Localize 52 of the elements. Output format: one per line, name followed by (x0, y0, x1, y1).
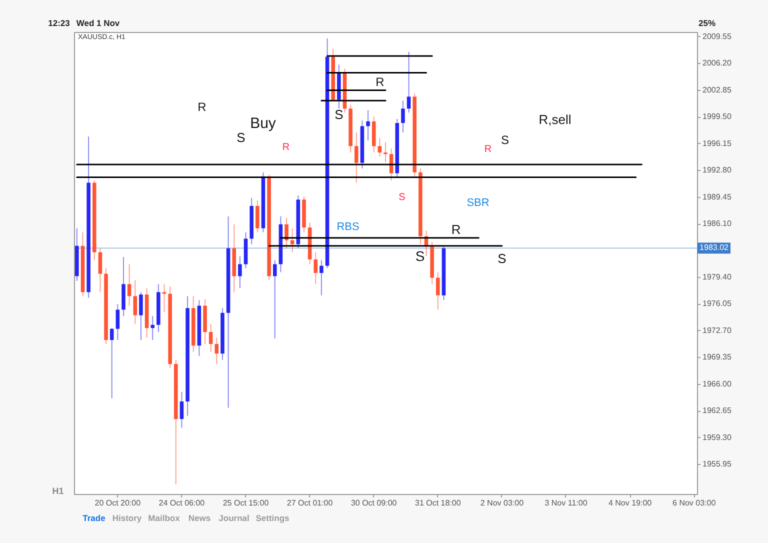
y-tick-label: 1999.50 (702, 112, 732, 122)
text: History (112, 513, 142, 523)
y-tick-label: 1959.30 (702, 432, 732, 442)
text: 12:23 (48, 18, 70, 28)
ref-line-label: 1983.02 (700, 243, 730, 252)
annotation: Buy (250, 115, 276, 132)
x-tick-label: 30 Oct 09:00 (350, 498, 398, 508)
y-tick-label: 1962.65 (702, 406, 732, 416)
x-tick-label: 6 Nov 03:00 (672, 498, 716, 508)
y-tick-label: 1986.10 (702, 219, 732, 228)
text: 25% (698, 18, 716, 28)
y-tick-label: 1992.80 (702, 166, 732, 175)
annotation: R,sell (538, 112, 572, 127)
y-tick-label: 2002.85 (702, 85, 732, 94)
y-tick-label: 1966.00 (702, 379, 732, 388)
y-tick-label: 1955.95 (702, 460, 732, 469)
y-tick-label: 1996.15 (702, 138, 732, 148)
annotation: S (498, 251, 507, 266)
text: H1 (52, 486, 64, 496)
annotation: SBR (466, 197, 490, 209)
x-tick-label: 20 Oct 20:00 (94, 498, 142, 508)
x-tick-label: 27 Oct 01:00 (286, 498, 334, 508)
y-tick-label: 1989.45 (702, 192, 732, 202)
annotation: R (376, 75, 385, 89)
annotation: S (500, 133, 510, 147)
text: Mailbox (148, 513, 180, 523)
x-tick-label: 3 Nov 11:00 (544, 498, 588, 508)
y-tick-label: 1976.05 (702, 299, 732, 308)
x-tick-label: 4 Nov 19:00 (608, 498, 652, 508)
text: News (188, 513, 211, 523)
y-tick-label: 1972.70 (702, 326, 732, 335)
y-tick-label: 2009.55 (702, 32, 732, 41)
annotation: S (334, 107, 344, 122)
annotation: S (415, 248, 425, 264)
annotation: RBS (336, 221, 360, 233)
y-tick-label: 1969.35 (702, 352, 732, 362)
annotation: R (282, 142, 290, 153)
x-tick-label: 2 Nov 03:00 (480, 498, 524, 508)
annotation: S (398, 192, 406, 203)
annotation: R (451, 222, 461, 237)
text: Journal (218, 513, 250, 523)
x-tick-label: 25 Oct 15:00 (222, 498, 270, 508)
annotation: R (484, 144, 492, 155)
x-tick-label: 31 Oct 18:00 (414, 498, 462, 508)
annotation: S (236, 130, 246, 145)
text: Trade (82, 513, 106, 523)
y-tick-label: 2006.20 (702, 58, 732, 68)
text: Wed 1 Nov (76, 18, 120, 28)
annotation: R (198, 100, 207, 114)
x-tick-label: 24 Oct 06:00 (158, 498, 206, 508)
y-tick-label: 1979.40 (702, 272, 732, 282)
text: Settings (256, 513, 290, 523)
